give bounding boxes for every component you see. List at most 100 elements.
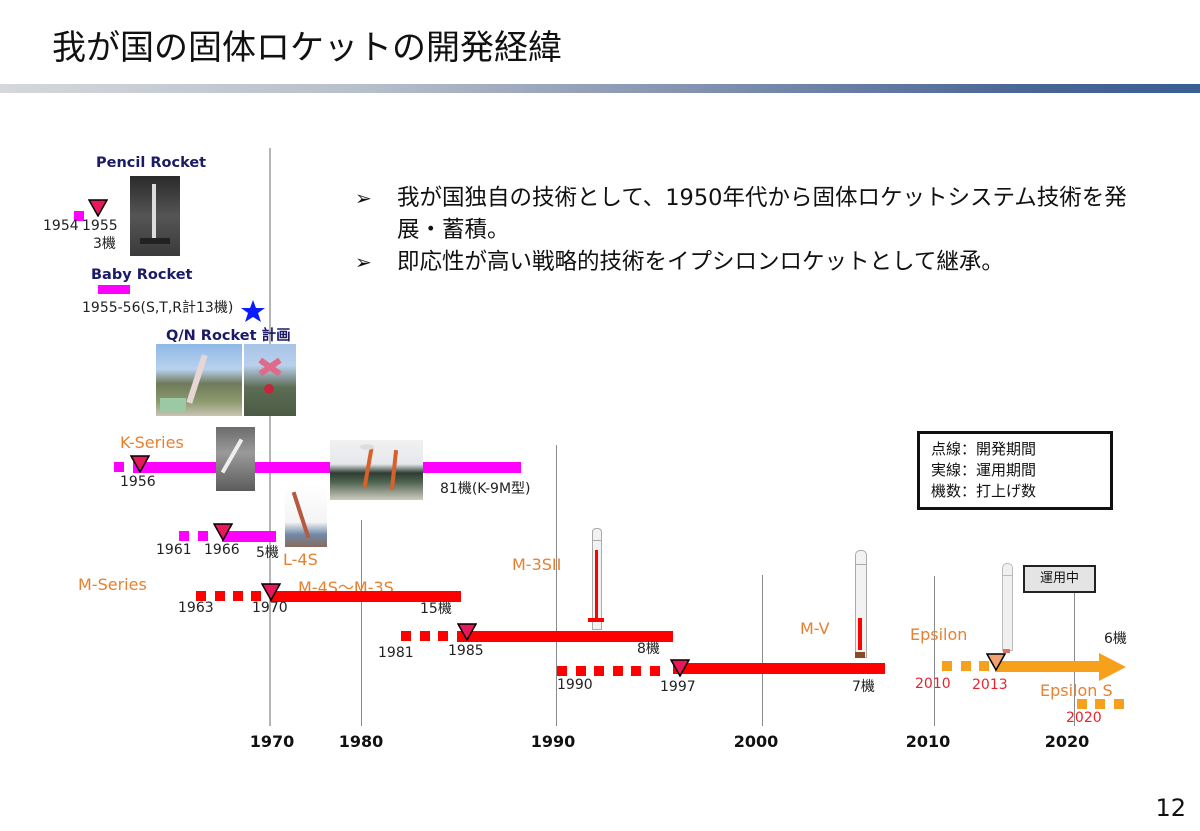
epsilon-dev-year: 2010 [915, 676, 951, 692]
mv-launch-year: 1997 [660, 679, 696, 695]
axis-year-1990: 1990 [530, 732, 576, 751]
legend-box: 点線：開発期間 実線：運用期間 機数：打上げ数 [917, 431, 1113, 510]
header-gradient-bar [0, 84, 1200, 93]
epsilon-s-dev-segment [1095, 699, 1105, 709]
epsilon-label: Epsilon [910, 625, 968, 644]
bullet-list: ➢ 我が国独自の技術として、1950年代から固体ロケットシステム技術を発展・蓄積… [355, 182, 1135, 278]
legend-count: 機数：打上げ数 [931, 482, 1037, 500]
l4s-launch-year: 1966 [204, 542, 240, 558]
pencil-dev-segment [74, 211, 84, 221]
epsilon-rocket-illustration [1000, 563, 1014, 653]
gridline-2010 [934, 576, 935, 726]
qn-rocket-photo-1 [156, 344, 242, 416]
launch-marker-icon [670, 659, 690, 677]
k-series-label: K-Series [120, 433, 184, 452]
l4s-label: L-4S [283, 550, 318, 569]
mv-dev-segment [613, 666, 623, 676]
m4s-count: 15機 [420, 601, 452, 617]
m3sii-dev-segment [420, 631, 430, 641]
m3sii-dev-year: 1981 [378, 645, 414, 661]
epsilon-dev-segment [942, 661, 952, 671]
epsilon-s-dev-segment [1114, 699, 1124, 709]
l4s-dev-year: 1961 [156, 542, 192, 558]
l4s-photo [285, 485, 327, 547]
mv-dev-segment [576, 666, 586, 676]
m4s-dev-segment [196, 591, 206, 601]
mv-rocket-illustration [849, 548, 871, 662]
legend-solid-line: 実線：運用期間 [931, 461, 1037, 479]
gridline-1970 [269, 148, 271, 726]
epsilon-dev-segment [979, 661, 989, 671]
mv-dev-segment [594, 666, 604, 676]
arrow-bullet-icon: ➢ [355, 186, 372, 210]
pencil-launch-year: 1955 [82, 218, 118, 234]
mv-label: M-V [800, 619, 830, 638]
m4s-launch-year: 1970 [252, 600, 288, 616]
k-series-ops-bar [133, 462, 521, 473]
epsilon-dev-segment [961, 661, 971, 671]
epsilon-ops-arrow [995, 653, 1126, 681]
k-series-photo-2 [330, 440, 423, 500]
gridline-2000 [762, 575, 763, 726]
baby-period: 1955-56(S,T,R計13機) [82, 300, 234, 316]
bullet-item: ➢ 我が国独自の技術として、1950年代から固体ロケットシステム技術を発展・蓄積… [355, 182, 1135, 246]
qn-rocket-label: Q/N Rocket 計画 [166, 328, 291, 344]
k-series-count: 81機(K-9M型) [440, 481, 531, 497]
bullet-text: 我が国独自の技術として、1950年代から固体ロケットシステム技術を発展・蓄積。 [397, 185, 1127, 243]
m4s-dev-segment [215, 591, 225, 601]
axis-year-1980: 1980 [338, 732, 384, 751]
mv-dev-year: 1990 [557, 677, 593, 693]
bullet-text: 即応性が高い戦略的技術をイプシロンロケットとして継承。 [397, 249, 1004, 275]
mv-dev-segment [631, 666, 641, 676]
epsilon-s-dev-segment [1077, 699, 1087, 709]
page-number: 12 [1155, 794, 1186, 822]
axis-year-2020: 2020 [1044, 732, 1090, 751]
baby-rocket-label: Baby Rocket [91, 267, 193, 283]
pencil-rocket-label: Pencil Rocket [96, 155, 207, 171]
m4s-dev-segment [233, 591, 243, 601]
m4s-dev-year: 1963 [178, 600, 214, 616]
launch-marker-icon [261, 583, 281, 601]
star-icon [241, 300, 265, 322]
m3sii-ops-bar [457, 631, 673, 642]
pencil-count: 3機 [93, 236, 116, 252]
bullet-item: ➢ 即応性が高い戦略的技術をイプシロンロケットとして継承。 [355, 246, 1135, 278]
m3sii-dev-segment [401, 631, 411, 641]
pencil-dev-year: 1954 [43, 218, 79, 234]
pencil-rocket-photo [130, 176, 180, 256]
epsilon-s-dev-year: 2020 [1066, 710, 1102, 726]
launch-marker-icon [457, 623, 477, 641]
m3sii-count: 8機 [637, 641, 660, 657]
launch-marker-icon [88, 199, 108, 217]
mv-dev-segment [650, 666, 660, 676]
axis-year-2010: 2010 [905, 732, 951, 751]
qn-rocket-photo-2 [244, 344, 296, 416]
mv-ops-bar [673, 663, 885, 674]
l4s-dev-segment [179, 531, 189, 541]
l4s-dev-segment [198, 531, 208, 541]
m4s-dev-segment [251, 591, 261, 601]
arrow-bullet-icon: ➢ [355, 250, 372, 274]
status-badge: 運用中 [1023, 565, 1096, 593]
epsilon-s-label: Epsilon S [1040, 681, 1113, 700]
gridline-2020 [1074, 585, 1075, 726]
m-series-label: M-Series [78, 575, 147, 594]
k-series-photo-1 [216, 427, 255, 491]
slide-title: 我が国の固体ロケットの開発経緯 [52, 28, 562, 68]
m4s-ops-bar [270, 591, 461, 602]
k-series-launch-year: 1956 [120, 474, 156, 490]
launch-marker-icon [213, 523, 233, 541]
axis-year-1970: 1970 [249, 732, 295, 751]
m3sii-rocket-illustration [584, 528, 608, 632]
mv-count: 7機 [852, 679, 875, 695]
m3sii-dev-segment [438, 631, 448, 641]
launch-marker-icon [986, 653, 1006, 671]
baby-ops-segment [98, 285, 130, 294]
mv-dev-segment [557, 666, 567, 676]
gridline-1980 [361, 520, 362, 726]
l4s-count: 5機 [256, 545, 279, 561]
epsilon-launch-year: 2013 [972, 677, 1008, 693]
m3sii-label: M-3SII [512, 555, 562, 574]
l4s-ops-bar [222, 531, 276, 542]
k-series-dev-segment [114, 462, 124, 472]
